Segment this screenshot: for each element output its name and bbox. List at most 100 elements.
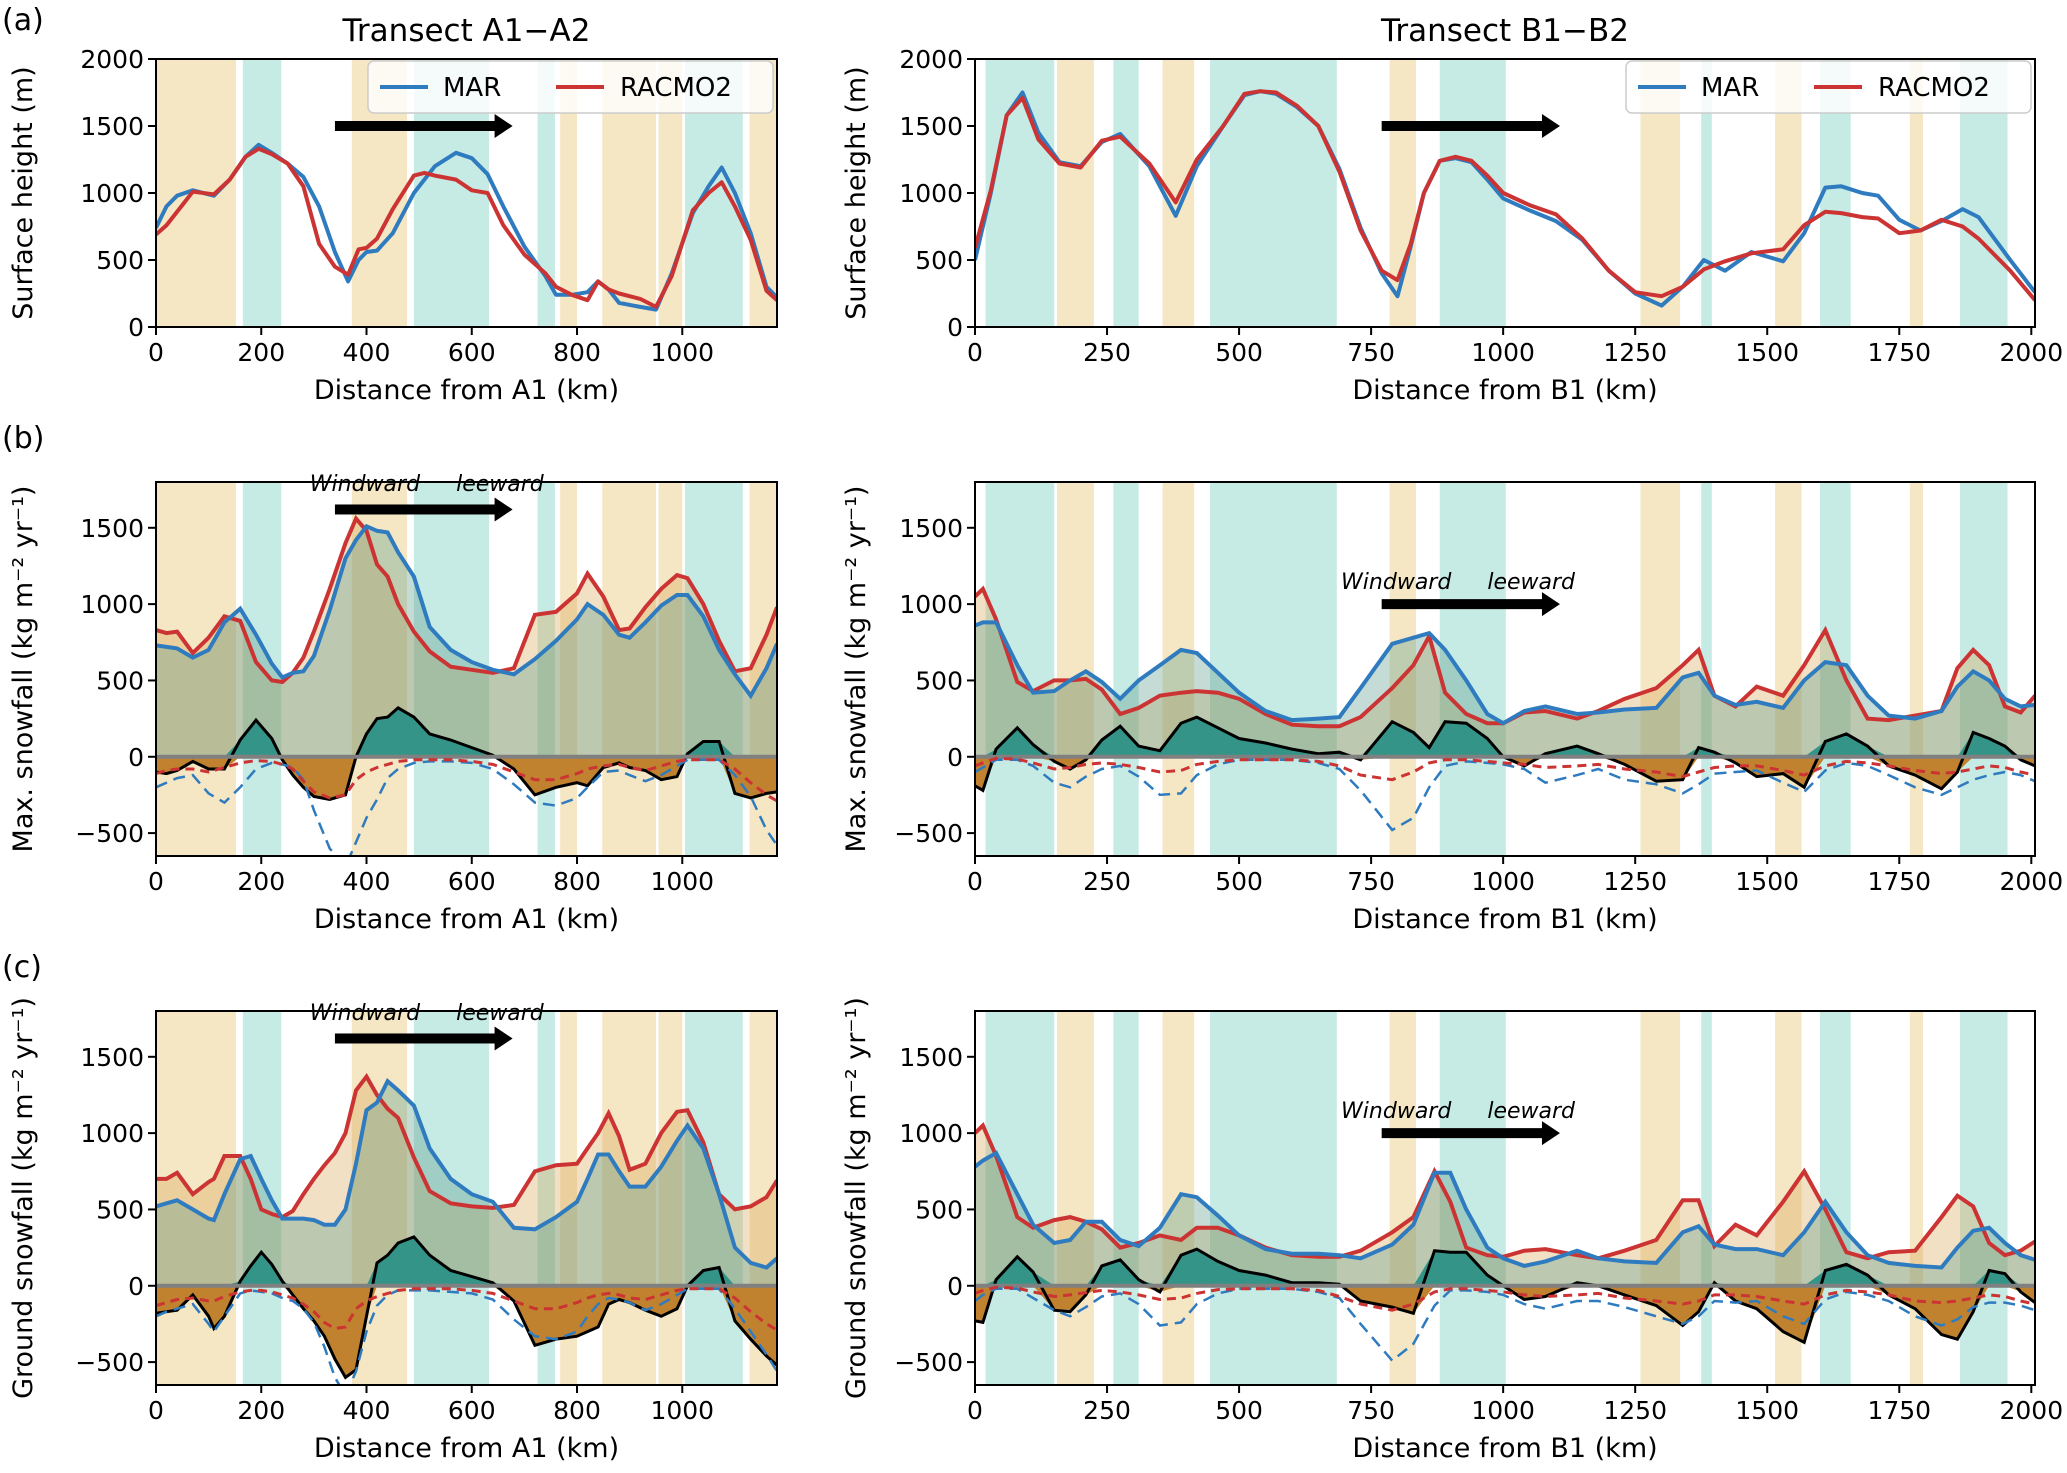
x-tick-label: 0 (967, 1396, 983, 1425)
x-tick-label: 200 (237, 867, 285, 896)
y-tick-label: 500 (96, 666, 144, 695)
wind-arrow-head (494, 114, 513, 138)
y-tick-label: −500 (75, 819, 144, 848)
y-axis-label: Ground snowfall (kg m⁻² yr⁻¹) (8, 997, 39, 1399)
x-tick-label: 1000 (1471, 867, 1535, 896)
x-tick-label: 800 (553, 867, 601, 896)
y-tick-label: 0 (128, 743, 144, 772)
x-tick-label: 600 (448, 338, 496, 367)
x-tick-label: 1000 (1471, 1396, 1535, 1425)
x-tick-label: 200 (237, 1396, 285, 1425)
x-axis-label: Distance from A1 (km) (314, 375, 619, 406)
panel-a-right: 0 250 500 750 1000 1250 1500 1750 2000 0 500 1000 15… (841, 13, 2063, 406)
wind-arrow-head (1541, 592, 1560, 617)
band-tan (1389, 59, 1417, 327)
wind-arrow-shaft (1381, 1128, 1544, 1139)
legend: MAR RACMO2 (367, 60, 774, 114)
band-teal (684, 1011, 743, 1385)
annotation-windward: Windward (310, 1001, 421, 1026)
wind-arrow-shaft (1381, 599, 1544, 610)
legend: MAR RACMO2 (1625, 60, 2032, 114)
x-tick-label: 400 (343, 1396, 391, 1425)
series-line-racmo2 (975, 89, 2035, 302)
x-tick-label: 0 (967, 867, 983, 896)
y-tick-label: 1500 (80, 514, 144, 543)
y-tick-label: 1500 (80, 112, 144, 141)
x-tick-label: 2000 (1999, 338, 2063, 367)
y-tick-label: 1500 (899, 514, 963, 543)
y-tick-label: 2000 (899, 45, 963, 74)
band-teal (1439, 1011, 1506, 1385)
series-line-mar (975, 620, 2035, 726)
wind-arrow-shaft (1381, 121, 1544, 131)
line-difference (156, 706, 777, 802)
wind-arrow-head (1541, 114, 1560, 138)
area-racmo2 (156, 1076, 777, 1286)
panel-c-right: Windward leeward 0 250 500 750 1000 1250 1500 175… (841, 997, 2063, 1464)
band-tan (1909, 59, 1924, 327)
band-teal (1113, 482, 1139, 856)
legend-label-mar: MAR (1701, 73, 1759, 103)
y-tick-label: 500 (96, 1195, 144, 1224)
band-tan (1389, 1011, 1417, 1385)
y-axis-label: Surface height (m) (8, 66, 39, 319)
band-tan (602, 1011, 656, 1385)
plot-area (156, 1011, 777, 1385)
y-tick-label: 500 (915, 1195, 963, 1224)
x-tick-label: 2000 (1999, 867, 2063, 896)
x-tick-label: 2000 (1999, 1396, 2063, 1425)
band-tan (156, 482, 236, 856)
legend-label-mar: MAR (443, 73, 501, 103)
x-tick-label: 500 (1215, 867, 1263, 896)
line-difference (975, 715, 2035, 793)
x-tick-label: 750 (1347, 1396, 1395, 1425)
x-tick-label: 500 (1215, 1396, 1263, 1425)
annotation-leeward: leeward (1487, 1099, 1576, 1124)
y-tick-label: 500 (96, 246, 144, 275)
wind-arrow-shaft (334, 1033, 497, 1044)
y-tick-label: 1500 (899, 1043, 963, 1072)
wind-arrow-head (1541, 1121, 1560, 1146)
axes-frame (974, 1010, 2036, 1386)
band-tan (560, 59, 578, 327)
line-difference (975, 1247, 2035, 1345)
area-racmo2 (975, 1125, 2035, 1286)
series-line-mar (975, 1150, 2035, 1270)
line-racmo2-dashed (975, 756, 2035, 782)
line-mar-dashed (156, 758, 777, 856)
annotation-leeward: leeward (456, 472, 545, 497)
annotation-leeward: leeward (1487, 570, 1576, 595)
band-teal (1113, 1011, 1139, 1385)
y-tick-label: 1000 (80, 1119, 144, 1148)
panel-label-c: (c) (2, 950, 42, 985)
area-mar (156, 1081, 777, 1286)
x-axis-label: Distance from B1 (km) (1352, 1433, 1657, 1464)
x-tick-label: 0 (148, 1396, 164, 1425)
x-tick-label: 1750 (1867, 1396, 1931, 1425)
y-tick-label: 1000 (80, 179, 144, 208)
panel-title: Transect A1−A2 (342, 13, 591, 49)
line-racmo2-dashed (156, 1287, 777, 1332)
band-teal (1701, 59, 1712, 327)
y-tick-label: 1000 (899, 179, 963, 208)
x-tick-label: 0 (148, 338, 164, 367)
x-tick-label: 0 (148, 867, 164, 896)
x-tick-label: 1000 (650, 867, 714, 896)
y-tick-label: 0 (947, 313, 963, 342)
x-tick-label: 0 (967, 338, 983, 367)
line-mar-dashed (156, 1287, 777, 1385)
x-tick-label: 1750 (1867, 338, 1931, 367)
x-tick-label: 1000 (650, 1396, 714, 1425)
band-teal (1210, 59, 1337, 327)
x-tick-label: 800 (553, 1396, 601, 1425)
band-teal (537, 59, 555, 327)
wind-arrow-shaft (334, 121, 497, 131)
area-difference-negative (975, 756, 2035, 791)
band-teal (1960, 482, 2008, 856)
band-teal (1113, 59, 1139, 327)
line-mar-dashed (975, 1287, 2035, 1363)
series-line-racmo2 (156, 514, 777, 685)
x-tick-label: 400 (343, 338, 391, 367)
y-tick-label: 500 (915, 666, 963, 695)
